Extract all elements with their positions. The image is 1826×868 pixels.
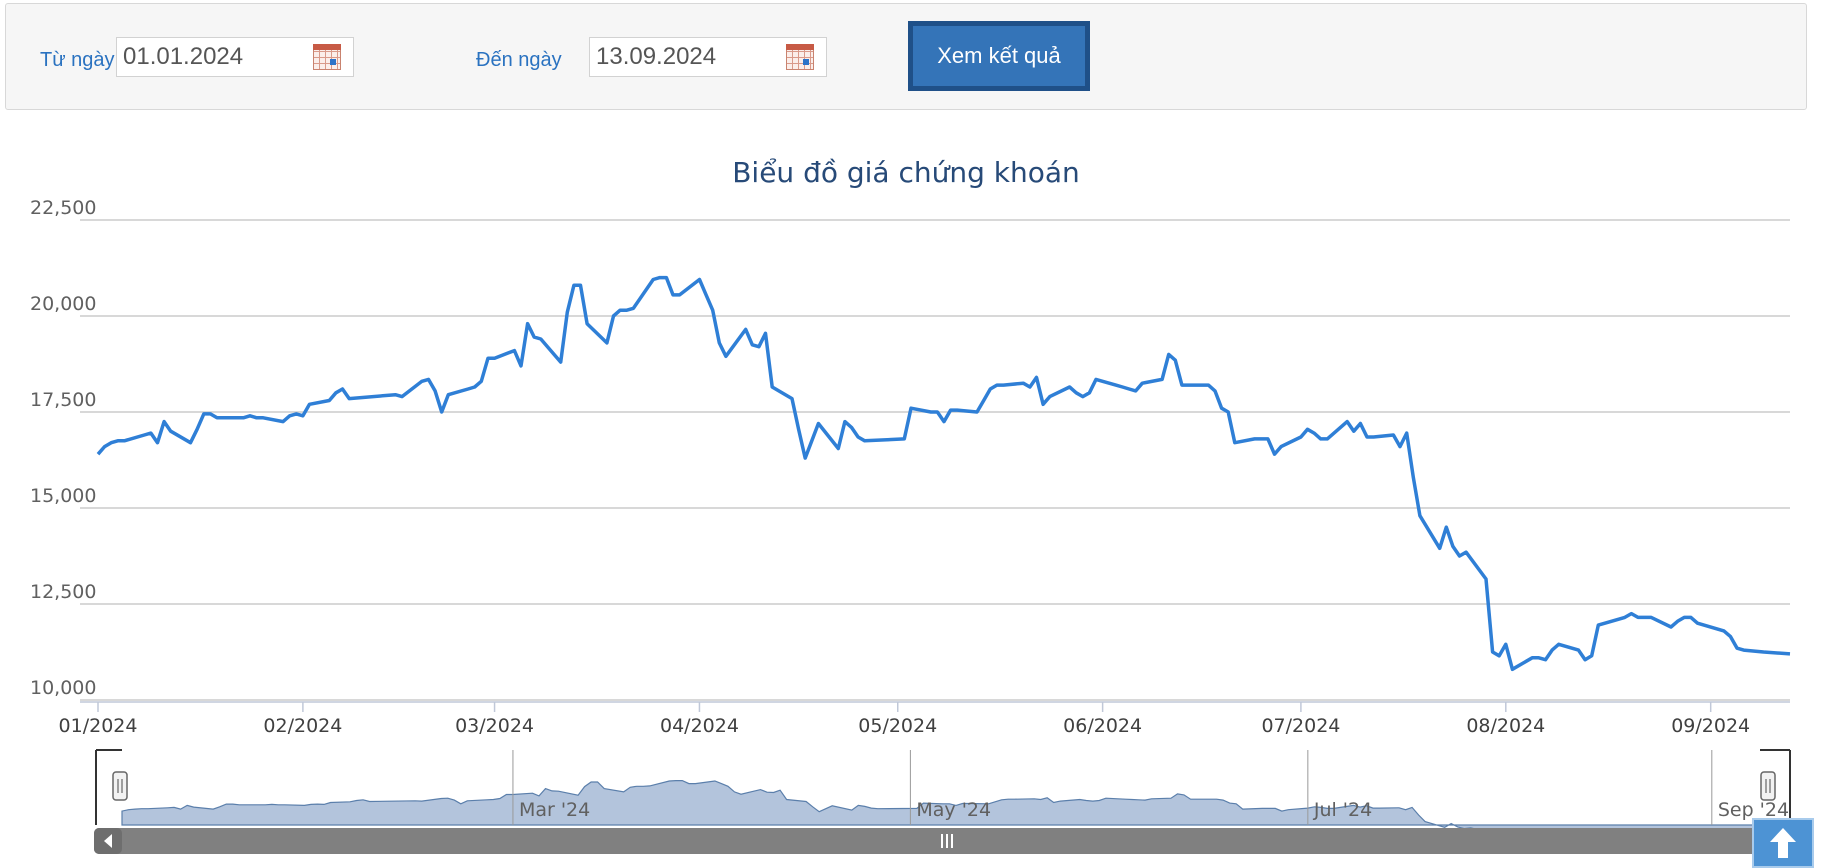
- view-results-button[interactable]: Xem kết quả: [908, 21, 1090, 91]
- y-tick-label: 20,000: [30, 293, 96, 315]
- x-tick-label: 06/2024: [1063, 715, 1142, 737]
- y-tick-label: 22,500: [30, 197, 96, 219]
- x-tick-label: 09/2024: [1671, 715, 1750, 737]
- y-tick-label: 12,500: [30, 581, 96, 603]
- range-navigator: Mar '24 May '24 Jul '24 Sep '24: [94, 749, 1794, 854]
- calendar-icon[interactable]: [313, 44, 341, 70]
- navigator-tick-label: May '24: [916, 799, 991, 821]
- y-tick-label: 17,500: [30, 389, 96, 411]
- calendar-icon[interactable]: [786, 44, 814, 70]
- navigator-tick-label: Mar '24: [519, 799, 590, 821]
- arrow-up-icon: [1770, 828, 1796, 858]
- x-tick-label: 02/2024: [263, 715, 342, 737]
- navigator-scrollbar[interactable]: [94, 828, 1794, 854]
- handle-body: [1760, 771, 1776, 801]
- x-tick-label: 01/2024: [59, 715, 138, 737]
- navigator-tick-label: Jul '24: [1313, 799, 1372, 821]
- x-tick-label: 05/2024: [858, 715, 937, 737]
- from-date-label: Từ ngày: [40, 49, 115, 71]
- scroll-to-top-button[interactable]: [1752, 818, 1814, 868]
- date-filter-bar: Từ ngày 01.01.2024 Đến ngày 13.09.2024 X…: [5, 3, 1807, 110]
- chart-title: Biểu đồ giá chứng khoán: [732, 156, 1080, 189]
- navigator-tick-label: Sep '24: [1718, 799, 1789, 821]
- x-tick-label: 03/2024: [455, 715, 534, 737]
- chevron-left-icon: [104, 834, 112, 848]
- y-tick-label: 10,000: [30, 677, 96, 699]
- scrollbar-track: [94, 828, 1794, 854]
- to-date-input[interactable]: 13.09.2024: [589, 37, 827, 77]
- to-date-value: 13.09.2024: [596, 43, 717, 70]
- navigator-right-handle[interactable]: [1760, 771, 1776, 801]
- price-series-line: [96, 275, 1791, 672]
- y-tick-label: 15,000: [30, 485, 96, 507]
- handle-body: [112, 771, 128, 801]
- x-tick-label: 08/2024: [1466, 715, 1545, 737]
- navigator-left-handle[interactable]: [112, 771, 128, 801]
- grip-icon: [941, 834, 953, 848]
- to-date-label: Đến ngày: [476, 49, 562, 71]
- x-tick-label: 04/2024: [660, 715, 739, 737]
- from-date-value: 01.01.2024: [123, 43, 244, 70]
- stock-price-chart: Biểu đồ giá chứng khoán 10,000 12,500 15,00…: [30, 156, 1794, 854]
- x-tick-label: 07/2024: [1261, 715, 1340, 737]
- scrollbar-left-button[interactable]: [94, 828, 122, 854]
- from-date-input[interactable]: 01.01.2024: [116, 37, 354, 77]
